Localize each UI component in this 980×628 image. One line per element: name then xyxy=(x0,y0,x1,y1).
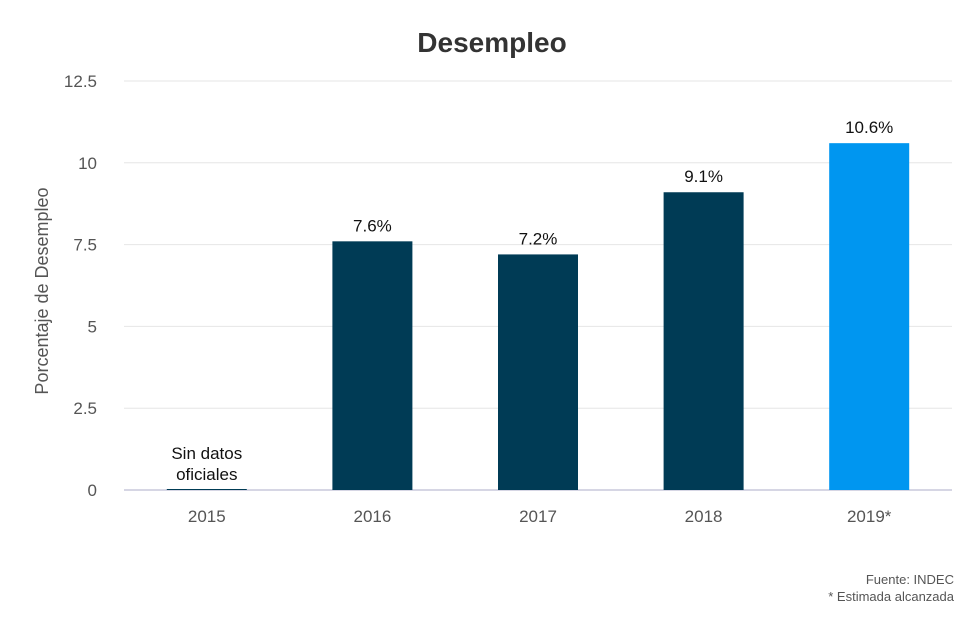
x-tick-label: 2017 xyxy=(519,507,557,526)
bar-2019 xyxy=(829,143,910,490)
data-label: 10.6% xyxy=(845,118,893,137)
x-tick-label: 2018 xyxy=(685,507,723,526)
data-label: Sin datos oficiales xyxy=(171,444,242,484)
y-tick-label: 2.5 xyxy=(73,399,97,418)
data-label: 9.1% xyxy=(684,167,723,186)
bar-2017 xyxy=(498,254,578,490)
data-labels: Sin datos oficiales 7.6% 7.2% 9.1% 10.6% xyxy=(171,118,893,484)
data-label: 7.6% xyxy=(353,216,392,235)
y-tick-label: 7.5 xyxy=(73,236,97,255)
y-tick-label: 12.5 xyxy=(64,72,97,91)
bar-2015 xyxy=(166,489,247,490)
x-axis-ticks: 2015 2016 2017 2018 2019* xyxy=(188,507,892,526)
x-tick-label: 2015 xyxy=(188,507,226,526)
y-axis-ticks: 0 2.5 5 7.5 10 12.5 xyxy=(64,72,97,500)
y-axis-label: Porcentaje de Desempleo xyxy=(32,187,52,394)
bar-2016 xyxy=(332,241,413,490)
y-tick-label: 5 xyxy=(88,317,97,336)
footer-source: Fuente: INDEC xyxy=(865,572,954,587)
bars xyxy=(166,143,910,491)
data-label: 7.2% xyxy=(519,229,558,248)
y-tick-label: 0 xyxy=(88,481,97,500)
y-tick-label: 10 xyxy=(78,154,97,173)
bar-2018 xyxy=(663,192,744,491)
footer-note: * Estimada alcanzada xyxy=(828,589,954,604)
x-tick-label: 2019* xyxy=(847,507,892,526)
chart-title: Desempleo xyxy=(417,27,566,58)
x-tick-label: 2016 xyxy=(353,507,391,526)
